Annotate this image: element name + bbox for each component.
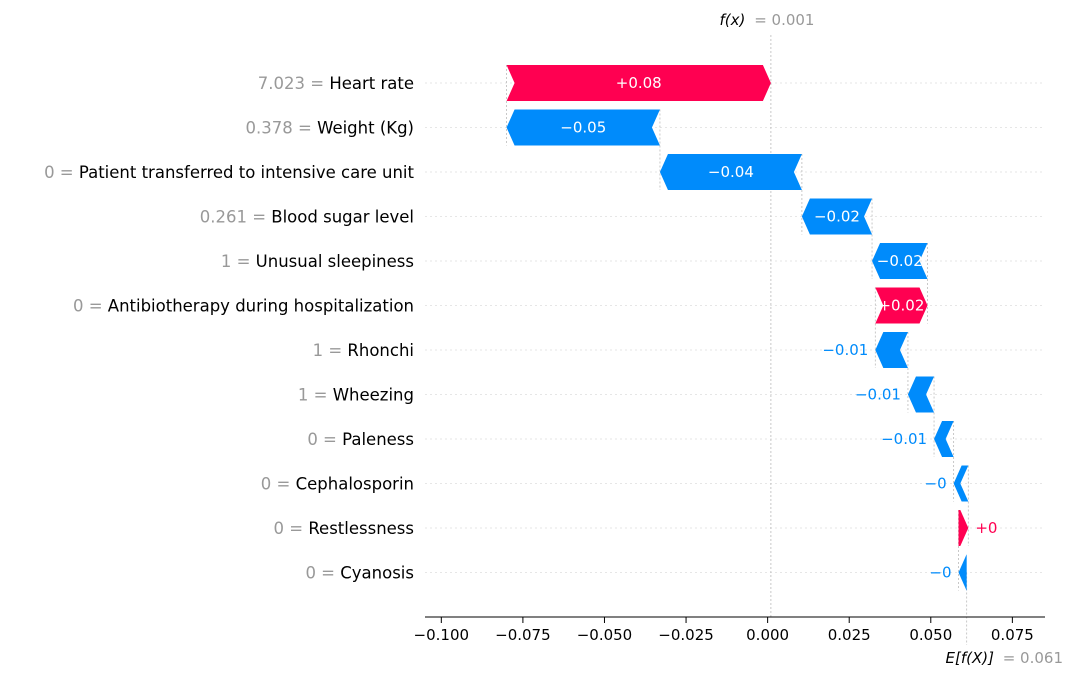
- bar-value-label: −0.01: [881, 430, 927, 448]
- fx-annotation: f(x) = 0.001: [720, 11, 815, 29]
- x-tick-label: −0.025: [658, 626, 714, 644]
- bar-value-label: +0.02: [878, 297, 924, 315]
- feature-name: Patient transferred to intensive care un…: [79, 163, 415, 182]
- feature-value: 1 =: [313, 341, 348, 360]
- feature-value: 1 =: [221, 252, 256, 271]
- feature-value: 1 =: [298, 386, 333, 405]
- feature-label: 0 = Antibiotherapy during hospitalizatio…: [73, 297, 414, 316]
- feature-label: 0 = Paleness: [307, 430, 414, 449]
- bar-value-label: −0.01: [822, 341, 868, 359]
- feature-label: 0 = Cyanosis: [305, 564, 414, 583]
- feature-label: 0 = Patient transferred to intensive car…: [44, 163, 414, 182]
- feature-value: 0.378 =: [246, 119, 318, 138]
- feature-name: Blood sugar level: [271, 208, 414, 227]
- feature-value: 0 =: [305, 564, 340, 583]
- feature-label: 0 = Cephalosporin: [261, 475, 414, 494]
- feature-name: Cephalosporin: [296, 475, 414, 494]
- feature-name: Weight (Kg): [317, 119, 414, 138]
- bar-value-label: −0.04: [708, 163, 754, 181]
- feature-value: 7.023 =: [258, 74, 330, 93]
- feature-value: 0 =: [307, 430, 342, 449]
- efx-value: = 0.061: [1003, 649, 1063, 667]
- shap-bar: [959, 555, 967, 591]
- feature-label: 1 = Wheezing: [298, 386, 414, 405]
- feature-value: 0 =: [274, 519, 309, 538]
- bar-value-label: −0: [929, 564, 951, 582]
- feature-name: Restlessness: [308, 519, 414, 538]
- feature-name: Cyanosis: [340, 564, 414, 583]
- x-tick-label: 0.000: [746, 626, 789, 644]
- feature-label: 1 = Rhonchi: [313, 341, 414, 360]
- feature-label: 0.261 = Blood sugar level: [200, 208, 414, 227]
- feature-name: Unusual sleepiness: [256, 252, 414, 271]
- bar-value-label: −0.05: [560, 119, 606, 137]
- fx-label: f(x): [720, 11, 746, 29]
- feature-label: 1 = Unusual sleepiness: [221, 252, 414, 271]
- shap-bar: [875, 332, 908, 368]
- feature-label: 0 = Restlessness: [274, 519, 415, 538]
- feature-label: 0.378 = Weight (Kg): [246, 119, 414, 138]
- shap-bar: [959, 510, 969, 546]
- feature-value: 0.261 =: [200, 208, 272, 227]
- bars: +0.08 −0.05 −0.04 −0.02 −0.02 +0.02 −0.01 −0.01…: [507, 65, 998, 591]
- feature-value: 0 =: [73, 297, 108, 316]
- x-tick-label: −0.100: [414, 626, 470, 644]
- feature-name: Rhonchi: [347, 341, 414, 360]
- x-tick-label: −0.050: [577, 626, 633, 644]
- x-tick-label: 0.075: [991, 626, 1034, 644]
- feature-label: 7.023 = Heart rate: [258, 74, 414, 93]
- x-tick-label: 0.025: [828, 626, 871, 644]
- bar-value-label: −0: [925, 475, 947, 493]
- bar-value-label: −0.02: [814, 208, 860, 226]
- fx-value: = 0.001: [754, 11, 814, 29]
- bar-value-label: +0.08: [616, 74, 662, 92]
- x-tick-label: 0.050: [909, 626, 952, 644]
- feature-value: 0 =: [44, 163, 79, 182]
- feature-value: 0 =: [261, 475, 296, 494]
- feature-labels: 7.023 = Heart rate 0.378 = Weight (Kg) 0 =…: [44, 74, 414, 583]
- bar-value-label: −0.01: [855, 386, 901, 404]
- efx-label: E[f(X)]: [945, 649, 994, 667]
- x-axis: −0.100 −0.075 −0.050 −0.025 0.000 0.025 0.050 0…: [414, 617, 1045, 644]
- feature-name: Paleness: [342, 430, 414, 449]
- bar-value-label: −0.02: [877, 252, 923, 270]
- feature-name: Antibiotherapy during hospitalization: [108, 297, 414, 316]
- bar-value-label: +0: [975, 519, 997, 537]
- feature-name: Wheezing: [333, 386, 414, 405]
- feature-name: Heart rate: [329, 74, 414, 93]
- efx-annotation: E[f(X)] = 0.061: [945, 649, 1063, 667]
- x-tick-label: −0.075: [495, 626, 551, 644]
